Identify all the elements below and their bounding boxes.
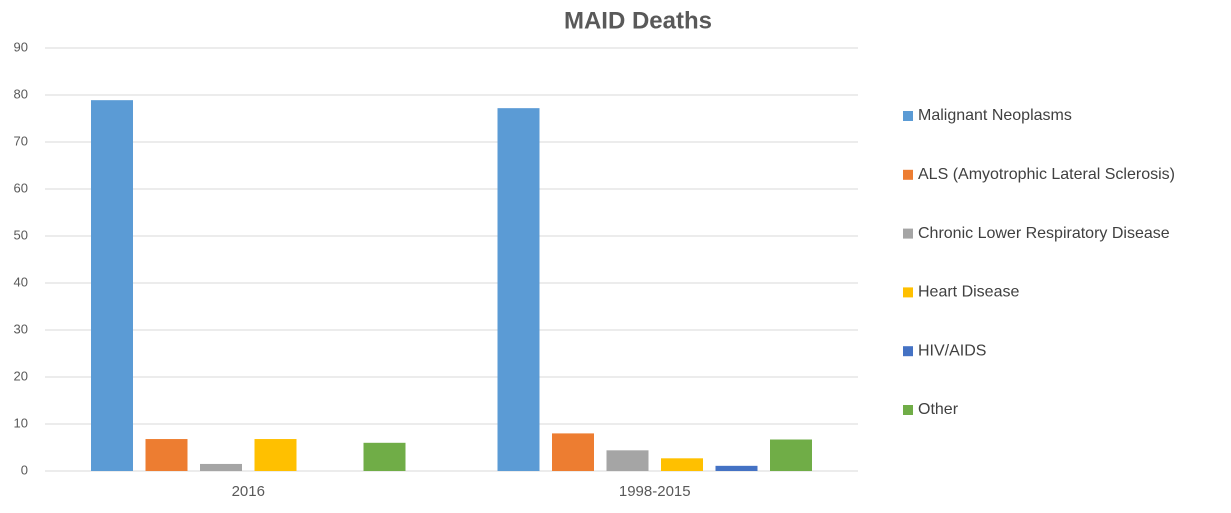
bar <box>200 463 242 471</box>
bar <box>552 433 594 471</box>
y-tick-label: 70 <box>14 133 28 148</box>
y-tick-label: 90 <box>14 39 28 54</box>
y-tick-label: 40 <box>14 274 28 289</box>
bar <box>91 100 133 472</box>
bar <box>715 465 758 471</box>
bar <box>661 458 703 471</box>
x-tick-label: 1998-2015 <box>619 483 691 500</box>
legend-label: HIV/AIDS <box>918 342 986 359</box>
y-tick-label: 60 <box>14 180 28 195</box>
legend-label: Chronic Lower Respiratory Disease <box>918 225 1170 242</box>
legend-label: ALS (Amyotrophic Lateral Sclerosis) <box>918 166 1175 183</box>
y-tick-label: 30 <box>14 321 28 336</box>
chart-title: MAID Deaths <box>564 7 712 34</box>
legend-label: Heart Disease <box>918 284 1019 301</box>
bar <box>363 442 406 471</box>
legend-swatch <box>903 169 913 180</box>
bar <box>497 108 540 471</box>
y-tick-label: 0 <box>21 462 28 477</box>
bar <box>145 439 188 471</box>
legend-swatch <box>903 111 913 121</box>
legend-swatch <box>903 346 913 357</box>
y-tick-label: 20 <box>14 368 28 383</box>
legend-swatch <box>903 405 913 415</box>
legend-swatch <box>903 228 913 239</box>
bar <box>770 439 812 471</box>
bar <box>606 450 649 471</box>
legend-label: Malignant Neoplasms <box>918 107 1072 124</box>
x-tick-label: 2016 <box>232 483 265 500</box>
y-tick-label: 50 <box>14 227 28 242</box>
y-tick-label: 10 <box>14 415 28 430</box>
bar <box>254 439 297 471</box>
legend-swatch <box>903 287 913 298</box>
legend-label: Other <box>918 401 959 418</box>
y-tick-label: 80 <box>14 86 28 101</box>
